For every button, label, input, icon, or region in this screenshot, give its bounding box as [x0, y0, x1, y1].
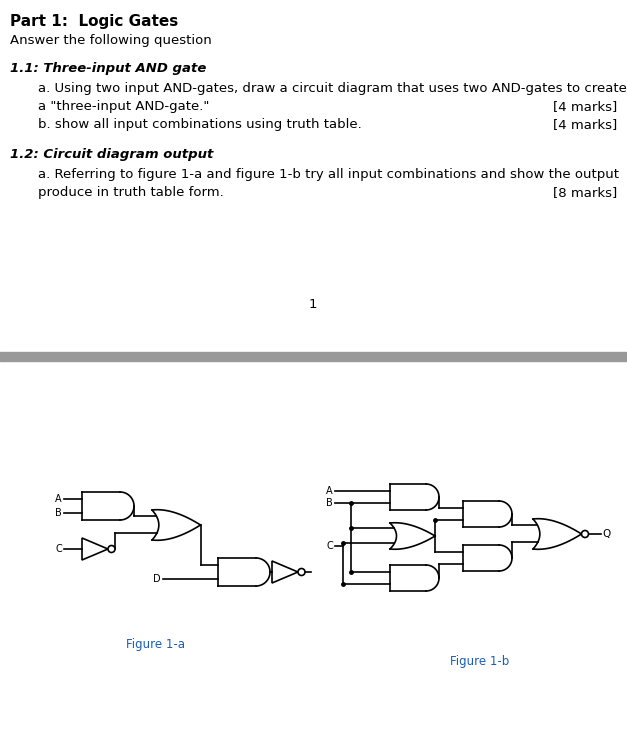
Text: B: B	[326, 498, 333, 508]
Circle shape	[108, 545, 115, 553]
Text: Answer the following question: Answer the following question	[10, 34, 212, 47]
Circle shape	[298, 569, 305, 575]
Text: 1: 1	[308, 298, 317, 311]
Text: produce in truth table form.: produce in truth table form.	[38, 186, 224, 199]
Text: [8 marks]: [8 marks]	[553, 186, 617, 199]
Text: 1.1: Three-input AND gate: 1.1: Three-input AND gate	[10, 62, 206, 75]
Text: C: C	[55, 544, 62, 554]
Text: B: B	[55, 508, 62, 518]
Text: a. Referring to figure 1-a and figure 1-b try all input combinations and show th: a. Referring to figure 1-a and figure 1-…	[38, 168, 619, 181]
Text: A: A	[327, 486, 333, 496]
Text: Figure 1-a: Figure 1-a	[125, 638, 184, 651]
Text: A: A	[55, 494, 62, 504]
Circle shape	[581, 531, 589, 537]
Bar	[0, 352, 627, 361]
Text: 1.2: Circuit diagram output: 1.2: Circuit diagram output	[10, 148, 213, 161]
Text: b. show all input combinations using truth table.: b. show all input combinations using tru…	[38, 118, 362, 131]
Text: [4 marks]: [4 marks]	[553, 118, 617, 131]
Text: [4 marks]: [4 marks]	[553, 100, 617, 113]
Text: a. Using two input AND-gates, draw a circuit diagram that uses two AND-gates to : a. Using two input AND-gates, draw a cir…	[38, 82, 627, 95]
Text: Q: Q	[603, 529, 611, 539]
Text: C: C	[326, 541, 333, 551]
Text: Figure 1-b: Figure 1-b	[450, 655, 510, 668]
Text: a "three-input AND-gate.": a "three-input AND-gate."	[38, 100, 209, 113]
Text: Part 1:  Logic Gates: Part 1: Logic Gates	[10, 14, 178, 29]
Text: D: D	[154, 574, 161, 584]
